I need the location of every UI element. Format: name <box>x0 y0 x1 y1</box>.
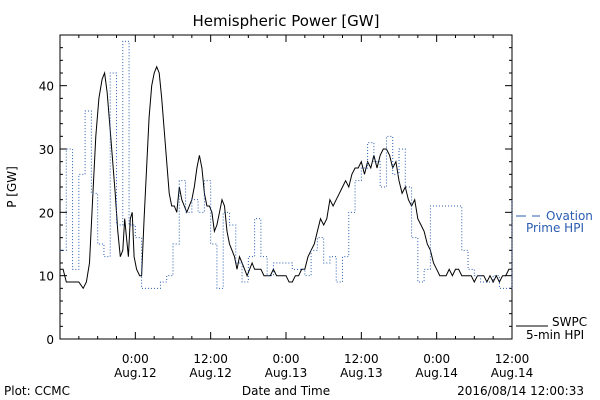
legend-label-swpc-line1: SWPC <box>552 315 587 329</box>
x-axis-label: Date and Time <box>242 384 330 398</box>
y-axis-label: P [GW] <box>5 166 19 208</box>
x-tick-label-date: Aug.12 <box>114 366 157 380</box>
y-tick-label: 20 <box>39 206 54 220</box>
y-axis: 0 10 20 30 40 <box>39 34 512 347</box>
x-tick-label-date: Aug.14 <box>491 366 534 380</box>
x-tick-label-time: 12:00 <box>344 352 379 366</box>
x-tick-label-date: Aug.14 <box>415 366 458 380</box>
y-tick-label: 40 <box>39 80 54 94</box>
x-tick-label-date: Aug.13 <box>340 366 383 380</box>
x-tick-label-date: Aug.13 <box>265 366 308 380</box>
series-layer <box>60 40 513 290</box>
legend-label-ovation-line2: Prime HPI <box>526 221 584 235</box>
chart-title: Hemispheric Power [GW] <box>193 12 380 30</box>
x-tick-label-time: 12:00 <box>495 352 530 366</box>
series-line-ovation-prime <box>60 40 513 289</box>
x-tick-label-time: 12:00 <box>193 352 228 366</box>
y-tick-label: 0 <box>46 333 54 347</box>
x-tick-label-time: 0:00 <box>423 352 450 366</box>
footer-timestamp: 2016/08/14 12:00:33 <box>457 384 584 398</box>
legend-label-swpc-line2: 5-min HPI <box>526 328 584 342</box>
x-tick-label-time: 0:00 <box>122 352 149 366</box>
x-tick-label-date: Aug.12 <box>189 366 232 380</box>
footer-plot-credit: Plot: CCMC <box>4 384 70 398</box>
y-tick-label: 10 <box>39 270 54 284</box>
plot-frame <box>59 34 513 340</box>
x-tick-label-time: 0:00 <box>273 352 300 366</box>
series-line-swpc <box>60 65 512 290</box>
legend-label-ovation-line1: Ovation <box>546 209 593 223</box>
y-tick-label: 30 <box>39 143 54 157</box>
x-axis: 0:00Aug.1212:00Aug.120:00Aug.1312:00Aug.… <box>78 35 534 380</box>
